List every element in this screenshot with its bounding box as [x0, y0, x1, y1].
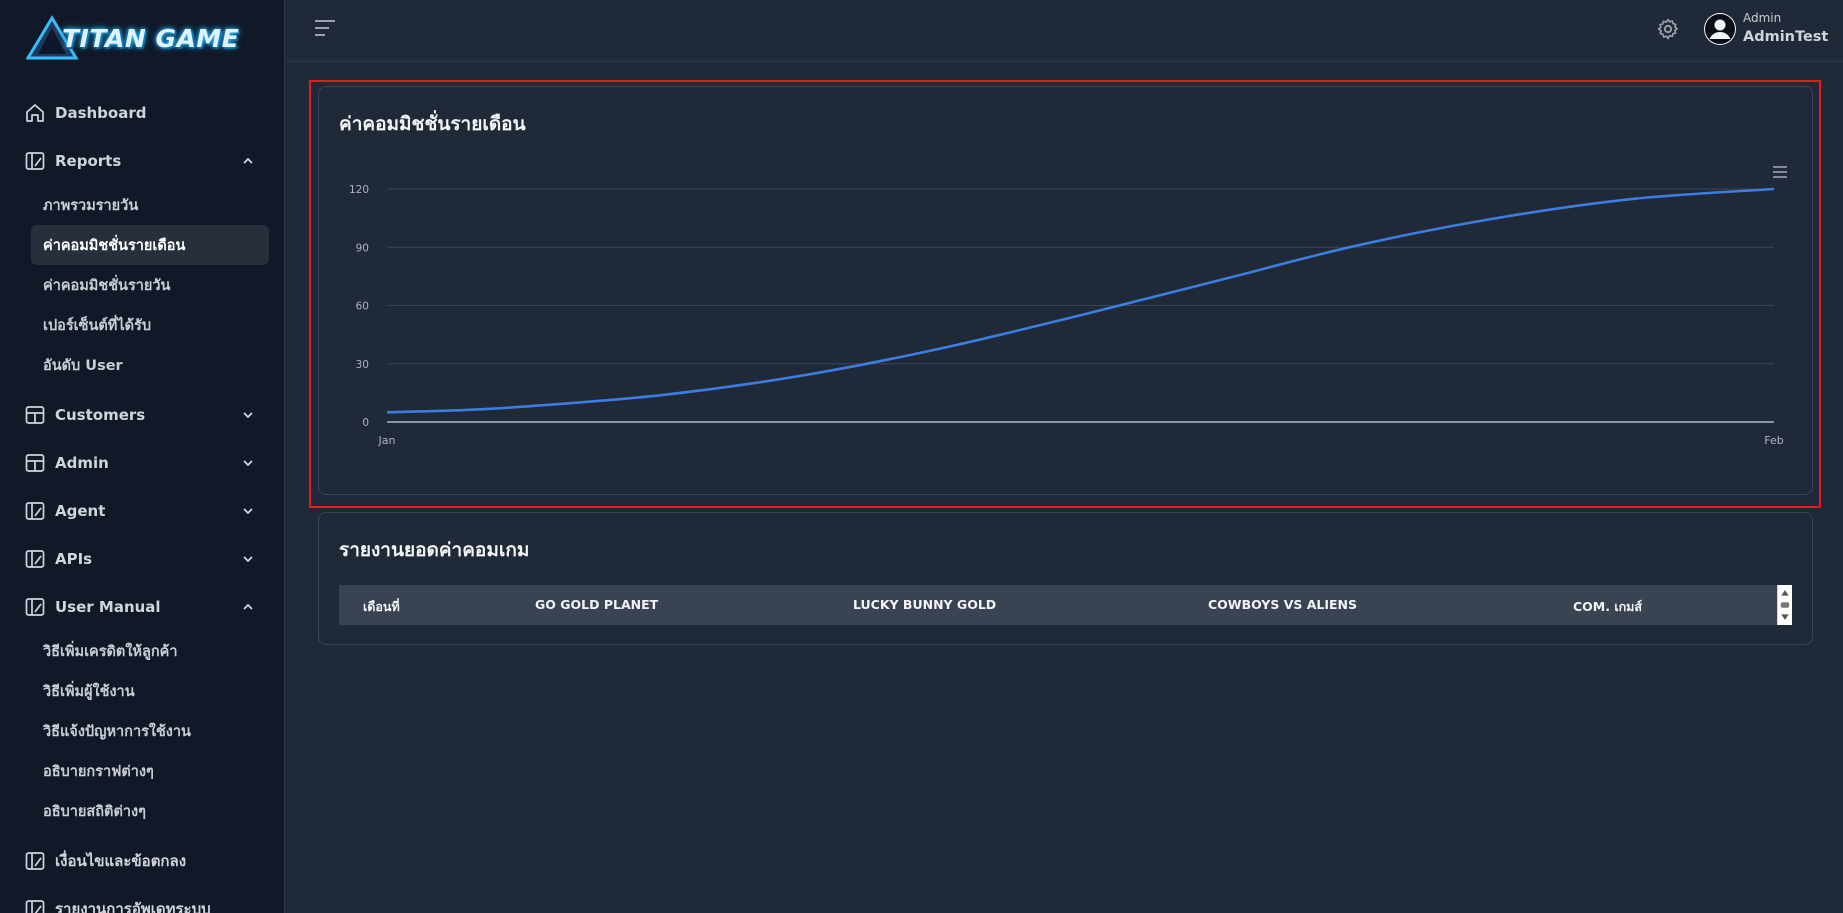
card-title: ค่าคอมมิชชั่นรายเดือน	[339, 113, 526, 135]
column-header[interactable]: COM. เกมส์	[1573, 599, 1643, 614]
chevron-down-icon	[243, 556, 253, 563]
sidebar-item-label: Customers	[55, 406, 146, 424]
sidebar-item-label: เงื่อนไขและข้อตกลง	[55, 852, 187, 870]
series-line	[386, 187, 1775, 414]
report-icon	[24, 850, 46, 872]
chevron-down-icon	[243, 460, 253, 467]
report-icon	[24, 548, 46, 570]
line-chart: 0 30 60 90 120 Jan Feb	[349, 184, 1784, 447]
sidebar-item[interactable]: Admin	[0, 439, 284, 487]
y-tick-label: 120	[349, 184, 369, 196]
sidebar-item-label: APIs	[55, 550, 93, 568]
column-header[interactable]: GO GOLD PLANET	[535, 597, 659, 612]
report-icon	[24, 898, 46, 913]
game-commission-card: รายงานยอดค่าคอมเกม เดือนที่ GO GOLD PLAN…	[318, 512, 1813, 645]
sidebar-item[interactable]: Agent	[0, 487, 284, 535]
layout-icon	[24, 404, 46, 426]
sidebar-item-label: Reports	[55, 152, 122, 170]
gear-icon[interactable]	[1656, 17, 1680, 41]
chevron-down-icon	[243, 508, 253, 515]
card-title: รายงานยอดค่าคอมเกม	[339, 539, 530, 561]
layout-icon	[24, 452, 46, 474]
triangle-logo-icon	[26, 15, 79, 60]
home-icon	[24, 102, 46, 124]
report-icon	[24, 500, 46, 522]
sidebar-item-label: รายงานการอัพเดทระบบ	[55, 900, 211, 913]
y-tick-label: 0	[362, 417, 369, 429]
sidebar-item[interactable]: เงื่อนไขและข้อตกลง	[0, 837, 284, 885]
sidebar-item-label: Admin	[55, 454, 109, 472]
chart-menu-icon[interactable]	[1772, 165, 1788, 179]
column-header[interactable]: COWBOYS VS ALIENS	[1208, 597, 1358, 612]
chevron-down-icon	[243, 412, 253, 419]
sidebar-subitem[interactable]: อธิบายสถิติต่างๆ	[43, 803, 146, 820]
sidebar-subitem[interactable]: วิธีแจ้งปัญหาการใช้งาน	[43, 723, 191, 740]
sidebar-subitem[interactable]: ภาพรวมรายวัน	[43, 197, 139, 214]
sidebar-subitem[interactable]: อธิบายกราฟต่างๆ	[43, 763, 154, 780]
brand-logo[interactable]: TITAN GAME	[26, 10, 256, 66]
sidebar-subitem[interactable]: อันดับ User	[43, 357, 123, 374]
brand-name: TITAN GAME	[62, 23, 240, 53]
table-scrollbar[interactable]	[1777, 585, 1792, 625]
sidebar-item[interactable]: Customers	[0, 391, 284, 439]
sidebar-item-label: Agent	[55, 502, 106, 520]
column-header[interactable]: LUCKY BUNNY GOLD	[853, 597, 997, 612]
sidebar-item-label: Dashboard	[55, 104, 147, 122]
chevron-up-icon	[243, 603, 253, 610]
sidebar-subitem[interactable]: เปอร์เซ็นต์ที่ได้รับ	[43, 317, 152, 334]
chevron-up-icon	[243, 157, 253, 164]
y-tick-label: 30	[356, 359, 369, 371]
y-tick-label: 60	[356, 301, 369, 313]
user-role: Admin	[1743, 11, 1782, 25]
table-header: เดือนที่ GO GOLD PLANET LUCKY BUNNY GOLD…	[339, 585, 1782, 625]
sidebar-nav: Dashboard Reports ภาพรวมรายวันค่าคอมมิชชั่…	[0, 89, 284, 913]
sidebar-item[interactable]: Dashboard	[0, 89, 284, 137]
menu-toggle-icon[interactable]	[314, 18, 336, 38]
sidebar-subitem[interactable]: วิธีเพิ่มผู้ใช้งาน	[43, 683, 135, 700]
user-name[interactable]: AdminTest	[1743, 29, 1829, 45]
sidebar-item[interactable]: APIs	[0, 535, 284, 583]
top-header: Admin AdminTest	[286, 0, 1843, 62]
x-tick-label: Jan	[378, 434, 396, 447]
highlight-frame	[309, 80, 1821, 508]
report-icon	[24, 596, 46, 618]
sidebar: TITAN GAME Dashboard Reports ภาพรวมรายวันค…	[0, 0, 285, 913]
sidebar-item[interactable]: User Manual	[0, 583, 284, 631]
avatar[interactable]	[1703, 12, 1737, 46]
sidebar-item[interactable]: Reports	[0, 137, 284, 185]
monthly-commission-card: ค่าคอมมิชชั่นรายเดือน 0 30 60 90 120 Jan Feb	[318, 86, 1813, 495]
column-header[interactable]: เดือนที่	[363, 599, 400, 614]
sidebar-subitem[interactable]: วิธีเพิ่มเครดิตให้ลูกค้า	[43, 643, 178, 660]
sidebar-item[interactable]: รายงานการอัพเดทระบบ	[0, 885, 284, 913]
x-tick-label: Feb	[1764, 434, 1783, 447]
sidebar-subitem[interactable]: ค่าคอมมิชชั่นรายวัน	[43, 277, 171, 294]
sidebar-item-label: User Manual	[55, 598, 161, 616]
y-tick-label: 90	[356, 242, 369, 254]
report-icon	[24, 150, 46, 172]
sidebar-subitem[interactable]: ค่าคอมมิชชั่นรายเดือน	[31, 225, 269, 265]
